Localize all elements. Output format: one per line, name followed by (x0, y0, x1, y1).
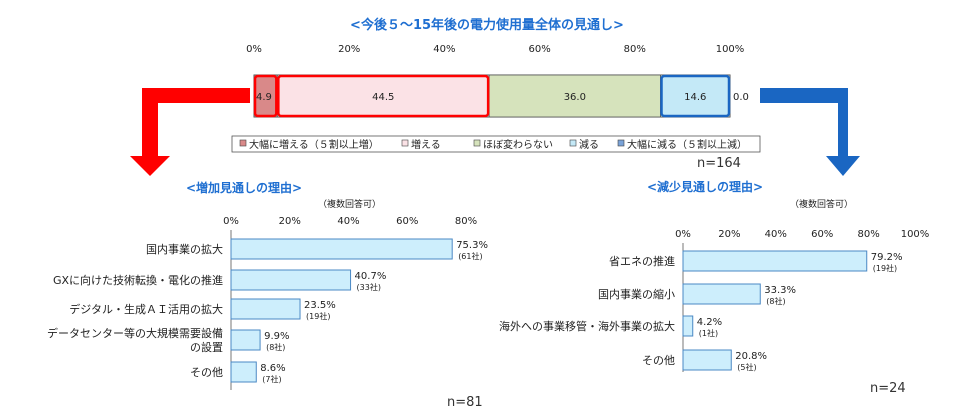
axis-tick-label: 80% (624, 44, 646, 55)
axis-tick-label: 0% (246, 44, 262, 55)
axis-tick-label: 20% (718, 229, 740, 240)
count-label: (19社) (306, 311, 330, 321)
value-label: 79.2% (871, 252, 903, 263)
sample-size-label: n=81 (447, 395, 483, 410)
increase-reasons-chart: <増加見通しの理由> （複数回答可） 0% 20% 40% 60% 80% 国内事業の拡大 75… (47, 180, 488, 410)
segment-value-label: 44.5 (372, 92, 394, 103)
chart-title: <増加見通しの理由> (186, 180, 302, 195)
bar (230, 361, 257, 383)
decrease-reasons-chart: <減少見通しの理由> （複数回答可） 0% 20% 40% 60% 80% 100% 省エネの推… (499, 179, 929, 396)
category-label: 省エネの推進 (609, 254, 675, 268)
bar (682, 283, 761, 305)
segment-value-label: 4.9 (256, 92, 272, 103)
bar (230, 238, 453, 260)
legend-label: 大幅に増える（５割以上増） (249, 138, 379, 151)
bar (682, 349, 732, 371)
highlight-outline-blue (660, 74, 731, 118)
value-label: 33.3% (764, 285, 796, 296)
value-label: 9.9% (264, 331, 289, 342)
axis-tick-label: 60% (811, 229, 833, 240)
axis-tick-label: 60% (396, 216, 418, 227)
bar (682, 315, 694, 337)
category-label: その他 (190, 366, 223, 379)
axis-tick-label: 100% (901, 229, 930, 240)
legend-swatch (473, 139, 481, 147)
chart-note: （複数回答可） (790, 198, 853, 210)
count-label: (5社) (737, 362, 756, 372)
axis-tick-label: 0% (223, 216, 239, 227)
axis-tick-label: 80% (455, 216, 477, 227)
axis-tick-label: 60% (528, 44, 550, 55)
count-label: (7社) (262, 374, 281, 384)
legend-swatch (617, 139, 625, 147)
axis-tick-label: 0% (675, 229, 691, 240)
chart-title: <今後５～15年後の電力使用量全体の見通し> (350, 17, 624, 33)
legend-label: 増える (411, 138, 441, 151)
segment-value-label: 36.0 (564, 92, 586, 103)
category-label: その他 (642, 354, 675, 367)
value-label: 23.5% (304, 300, 336, 311)
overall-outlook-chart: <今後５～15年後の電力使用量全体の見通し> 0% 20% 40% 60% 80% 100%… (231, 17, 761, 171)
value-label: 8.6% (260, 363, 285, 374)
category-label: 国内事業の縮小 (598, 287, 675, 301)
legend-swatch (569, 139, 577, 147)
red-arrow-icon (130, 88, 250, 176)
chart-note: （複数回答可） (318, 198, 381, 210)
count-label: (8社) (766, 296, 785, 306)
axis-tick-label: 20% (338, 44, 360, 55)
sample-size-label: n=24 (870, 381, 906, 396)
bar (230, 298, 301, 320)
axis-tick-label: 40% (433, 44, 455, 55)
value-label: 40.7% (355, 271, 387, 282)
category-label: の設置 (190, 340, 223, 354)
legend-label: 大幅に減る（５割以上減） (627, 138, 747, 151)
category-label: デジタル・生成ＡＩ活用の拡大 (69, 302, 223, 316)
category-label: GXに向けた技術転換・電化の推進 (53, 273, 223, 287)
count-label: (61社) (458, 251, 482, 261)
axis-tick-label: 40% (337, 216, 359, 227)
chart-title: <減少見通しの理由> (647, 179, 763, 194)
legend-label: ほぼ変わらない (483, 138, 553, 151)
highlight-outline-red (253, 74, 278, 118)
axis-tick-label: 80% (857, 229, 879, 240)
legend-swatch (239, 139, 247, 147)
legend-label: 減る (579, 138, 599, 151)
value-label: 4.2% (697, 317, 722, 328)
arrows-layer (130, 88, 860, 176)
highlight-outline-red (277, 74, 490, 118)
sample-size-label: n=164 (697, 156, 741, 171)
bar (230, 329, 261, 351)
axis-tick-label: 100% (716, 44, 745, 55)
segment-value-label: 14.6 (684, 92, 706, 103)
category-label: 海外への事業移管・海外事業の拡大 (499, 319, 675, 333)
bar (230, 269, 352, 291)
legend-swatch (401, 139, 409, 147)
segment-value-label: 0.0 (733, 92, 749, 103)
count-label: (1社) (699, 328, 718, 338)
count-label: (8社) (266, 342, 285, 352)
category-label: データセンター等の大規模需要設備 (47, 326, 223, 340)
category-label: 国内事業の拡大 (146, 242, 223, 256)
count-label: (33社) (357, 282, 381, 292)
axis-tick-label: 20% (279, 216, 301, 227)
bar (682, 250, 868, 272)
value-label: 20.8% (735, 351, 767, 362)
value-label: 75.3% (456, 240, 488, 251)
count-label: (19社) (873, 263, 897, 273)
blue-arrow-icon (760, 88, 860, 176)
axis-tick-label: 40% (765, 229, 787, 240)
legend-box (231, 135, 761, 153)
